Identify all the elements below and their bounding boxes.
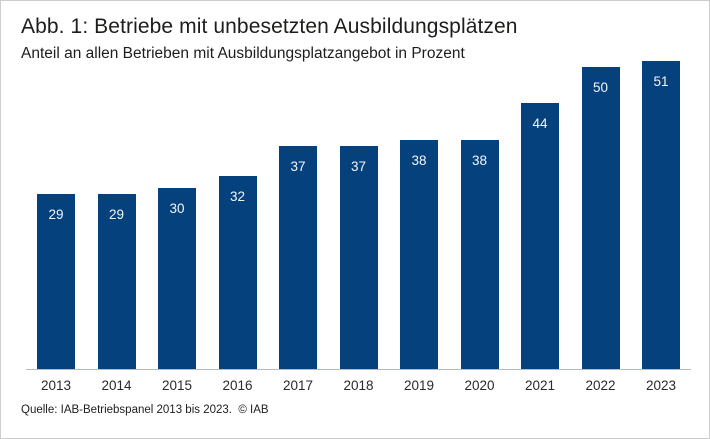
x-tick-label-2023: 2023 <box>645 378 677 393</box>
chart-header: Abb. 1: Betriebe mit unbesetzten Ausbild… <box>1 1 709 63</box>
bar-value-label: 29 <box>108 207 125 222</box>
x-tick-label-2021: 2021 <box>524 378 556 393</box>
bar-chart: 29 29 30 32 37 37 38 38 44 50 51 2013 2014 2015 2016 2… <box>26 61 691 393</box>
bar-2018: 37 <box>339 146 378 369</box>
bar-cell: 32 <box>208 176 268 369</box>
bar-2017: 37 <box>279 146 317 369</box>
bar-2014: 29 <box>97 194 136 369</box>
bar-cell: 37 <box>329 146 389 369</box>
plot-area: 29 29 30 32 37 37 38 38 44 50 51 <box>26 61 691 370</box>
bar-value-label: 37 <box>290 159 306 174</box>
bar-2019: 38 <box>400 140 438 369</box>
bar-2016: 32 <box>218 176 257 369</box>
bar-value-label: 29 <box>48 207 64 222</box>
bar-value-label: 37 <box>350 159 367 174</box>
bar-2013: 29 <box>37 194 75 369</box>
chart-title: Abb. 1: Betriebe mit unbesetzten Ausbild… <box>21 15 518 38</box>
bar-value-label: 30 <box>169 201 185 216</box>
bar-2022: 50 <box>581 67 620 369</box>
x-axis-labels: 2013 2014 2015 2016 2017 2018 2019 2020 2021 2022… <box>26 378 691 393</box>
chart-subtitle: Anteil an allen Betrieben mit Ausbildung… <box>21 45 465 62</box>
source-note: Quelle: IAB-Betriebspanel 2013 bis 2023.… <box>21 404 269 416</box>
bar-cell: 51 <box>631 61 691 369</box>
x-tick-label-2022: 2022 <box>585 378 616 393</box>
bar-value-label: 32 <box>229 189 246 204</box>
x-tick-label-2017: 2017 <box>282 378 314 393</box>
x-tick-label-2018: 2018 <box>343 378 374 393</box>
x-tick-label-2014: 2014 <box>101 378 132 393</box>
bar-2021: 44 <box>521 103 559 369</box>
x-tick-label-2020: 2020 <box>464 378 495 393</box>
bar-value-label: 38 <box>471 153 488 168</box>
bar-value-label: 44 <box>532 116 548 131</box>
x-tick-label-2019: 2019 <box>403 378 435 393</box>
x-tick-label-2015: 2015 <box>161 378 193 393</box>
bar-cell: 30 <box>147 188 207 369</box>
bar-cell: 37 <box>268 146 328 369</box>
bar-cell: 50 <box>571 67 631 369</box>
bar-2023: 51 <box>642 61 680 369</box>
bar-value-label: 51 <box>653 74 669 89</box>
bar-cell: 29 <box>26 194 86 369</box>
bar-cell: 29 <box>87 194 147 369</box>
x-tick-label-2013: 2013 <box>40 378 72 393</box>
bar-cell: 38 <box>450 140 510 369</box>
bar-2020: 38 <box>460 140 499 369</box>
bar-2015: 30 <box>158 188 196 369</box>
bar-value-label: 38 <box>411 153 427 168</box>
bar-cell: 38 <box>389 140 449 369</box>
x-tick-label-2016: 2016 <box>222 378 253 393</box>
bar-cell: 44 <box>510 103 570 369</box>
bar-value-label: 50 <box>592 80 609 95</box>
